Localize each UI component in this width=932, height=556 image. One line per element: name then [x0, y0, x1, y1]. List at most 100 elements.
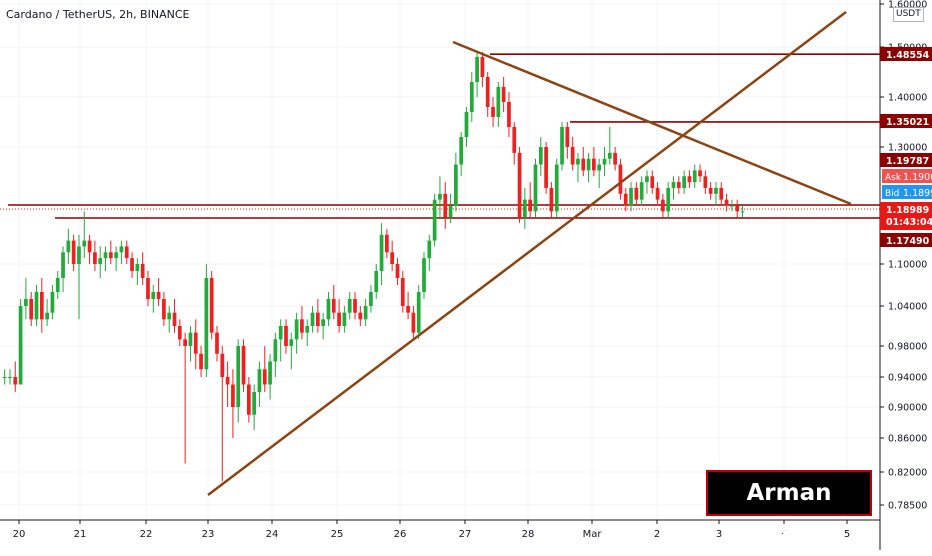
candle-body	[284, 326, 288, 346]
candle-body	[459, 137, 464, 165]
candle-body	[209, 278, 214, 333]
candle-body	[523, 199, 527, 218]
bid-label: Bid	[885, 189, 899, 199]
candle-body	[45, 312, 49, 320]
candle-body	[740, 211, 745, 213]
candle-body	[262, 369, 267, 385]
candle-body	[204, 278, 209, 370]
candle-body	[151, 292, 156, 299]
candle-body	[406, 306, 410, 313]
candle-body	[411, 312, 416, 333]
candle-body	[485, 77, 490, 107]
candle-body	[188, 332, 193, 346]
bid-bg	[882, 185, 932, 199]
chart-title: Cardano / TetherUS, 2h, BINANCE	[6, 8, 190, 21]
candle-body	[554, 164, 559, 212]
price-label-level-bg	[880, 153, 932, 167]
candle-body	[682, 176, 686, 188]
candle-body	[2, 377, 7, 378]
candle-body	[13, 377, 18, 385]
candle-body	[18, 306, 23, 385]
candle-body	[496, 87, 501, 117]
candle-body	[730, 205, 734, 207]
candle-body	[671, 182, 676, 188]
candle-body	[538, 147, 543, 165]
candle-body	[156, 292, 161, 299]
candle-body	[719, 187, 724, 200]
candle-body	[34, 292, 39, 320]
price-label-level: 1.35021	[886, 117, 929, 128]
currency-label: USDT	[893, 7, 924, 22]
bid-value: 1.18990	[903, 188, 932, 199]
candle-body	[215, 332, 219, 354]
candle-body	[140, 264, 145, 278]
candle-body	[220, 353, 225, 377]
x-tick-label: 4	[781, 529, 787, 540]
candle-body	[645, 176, 649, 183]
candle-body	[676, 182, 681, 188]
candle-body	[374, 271, 379, 292]
candle-body	[379, 234, 384, 271]
candle-body	[39, 292, 44, 320]
candle-body	[347, 299, 352, 313]
y-tick-label: 0.90000	[888, 403, 927, 414]
candle-body	[607, 152, 612, 159]
time-axis: 20 21 22 23 24 25 26 27 28 Mar 2 3 4 5	[13, 520, 850, 540]
candle-body	[639, 182, 644, 200]
candle-body	[432, 199, 437, 241]
x-tick-label: 24	[266, 529, 279, 540]
candle-body	[666, 187, 671, 212]
candle-body	[438, 193, 442, 200]
candle-body	[199, 353, 203, 370]
candle-body	[650, 176, 655, 188]
y-tick-label: 0.78500	[888, 501, 927, 512]
candle-body	[236, 346, 241, 407]
price-label-high: 1.48554	[886, 50, 930, 61]
candle-body	[714, 187, 718, 194]
x-tick-label: Mar	[583, 529, 603, 540]
candle-body	[507, 102, 511, 127]
candle-body	[278, 326, 283, 340]
candle-body	[353, 299, 357, 313]
candle-body	[613, 152, 617, 165]
candle-body	[167, 312, 172, 320]
candle-body	[66, 240, 71, 253]
candle-body	[395, 264, 400, 278]
candle-body	[146, 278, 150, 299]
y-tick-label: 1.30000	[888, 143, 927, 154]
candle-body	[103, 252, 108, 259]
candle-body	[703, 176, 708, 188]
candle-body	[252, 392, 257, 415]
candle-body	[533, 164, 538, 212]
candle-body	[491, 107, 495, 117]
candle-body	[241, 346, 246, 385]
candle-body	[225, 377, 230, 385]
candle-body	[549, 187, 554, 212]
candle-body	[443, 193, 448, 218]
candle-body	[257, 369, 262, 392]
candle-body	[114, 252, 118, 259]
candle-body	[55, 278, 60, 292]
candle-body	[581, 158, 586, 171]
candle-body	[448, 205, 453, 218]
candle-body	[655, 187, 660, 200]
candle-body	[586, 158, 591, 171]
candle-body	[634, 187, 639, 200]
y-tick-label: 0.94000	[888, 373, 927, 384]
candle-body	[321, 319, 326, 326]
candle-body	[193, 332, 198, 354]
candle-body	[422, 258, 426, 292]
x-tick-label: 28	[522, 529, 535, 540]
candle-body	[98, 258, 103, 264]
candle-body	[268, 361, 272, 385]
x-tick-label: 21	[74, 529, 87, 540]
candle-body	[517, 152, 522, 218]
candle-body	[454, 164, 458, 206]
candle-body	[629, 187, 633, 206]
x-tick-label: 23	[202, 529, 215, 540]
candle-body	[427, 240, 432, 259]
candle-body	[687, 176, 692, 183]
candles	[2, 52, 745, 482]
candle-body	[469, 82, 474, 112]
